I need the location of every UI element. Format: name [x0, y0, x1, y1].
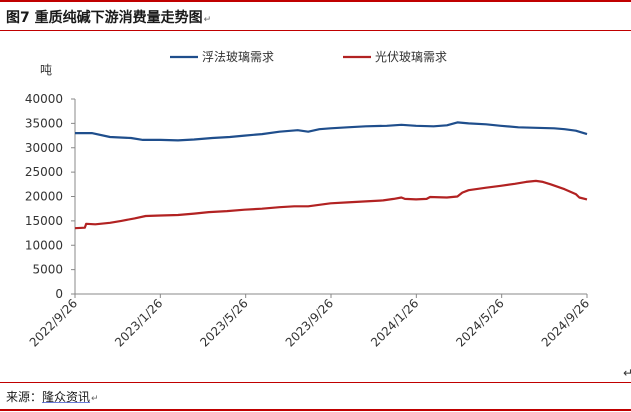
x-tick-label: 2024/9/26 — [539, 296, 592, 349]
x-tick-label: 2024/5/26 — [453, 296, 506, 349]
source-note: 来源：隆众资讯↵ — [6, 388, 99, 405]
x-tick-label: 2023/1/26 — [112, 296, 165, 349]
y-tick-label: 10000 — [25, 238, 63, 252]
y-axis: 0 5000 10000 15000 20000 25000 30000 35000 40000 — [25, 92, 76, 301]
x-tick-label: 2023/5/26 — [197, 296, 250, 349]
series-line-float-glass — [75, 121, 588, 142]
y-tick-label: 40000 — [25, 92, 63, 106]
figure-title: 图7 重质纯碱下游消费量走势图↵ — [6, 7, 211, 27]
chart-legend: 浮法玻璃需求 光伏玻璃需求 — [170, 50, 447, 64]
paragraph-mark-icon: ↵ — [623, 366, 631, 380]
series-line-pv-glass — [74, 179, 588, 230]
line-chart: 浮法玻璃需求 光伏玻璃需求 吨 0 5000 10000 15000 20000 25000… — [25, 50, 631, 380]
source-name: 隆众资讯 — [42, 390, 91, 404]
paragraph-mark-icon: ↵ — [203, 15, 212, 25]
paragraph-mark-icon: ↵ — [91, 394, 99, 404]
y-tick-label: 30000 — [25, 141, 63, 155]
x-tick-label: 2023/9/26 — [283, 296, 336, 349]
figure-title-text: 图7 重质纯碱下游消费量走势图 — [6, 10, 203, 26]
figure-header: 图7 重质纯碱下游消费量走势图↵ — [0, 0, 631, 31]
y-tick-label: 0 — [55, 287, 63, 301]
y-tick-label: 15000 — [25, 214, 63, 228]
x-tick-label: 2022/9/26 — [27, 296, 80, 349]
source-label: 来源： — [6, 390, 43, 404]
y-tick-label: 20000 — [25, 190, 63, 204]
y-tick-label: 25000 — [25, 165, 63, 179]
legend-label: 浮法玻璃需求 — [202, 50, 274, 64]
y-tick-label: 35000 — [25, 116, 63, 130]
y-tick-label: 5000 — [32, 263, 63, 277]
x-axis: 2022/9/26 2023/1/26 2023/5/26 2023/9/26 2024… — [27, 293, 592, 350]
x-tick-label: 2024/1/26 — [368, 296, 421, 349]
series-layer — [74, 121, 588, 230]
y-axis-unit-label: 吨 — [40, 63, 52, 77]
legend-label: 光伏玻璃需求 — [375, 50, 447, 64]
figure-footer: 来源：隆众资讯↵ — [0, 382, 631, 411]
